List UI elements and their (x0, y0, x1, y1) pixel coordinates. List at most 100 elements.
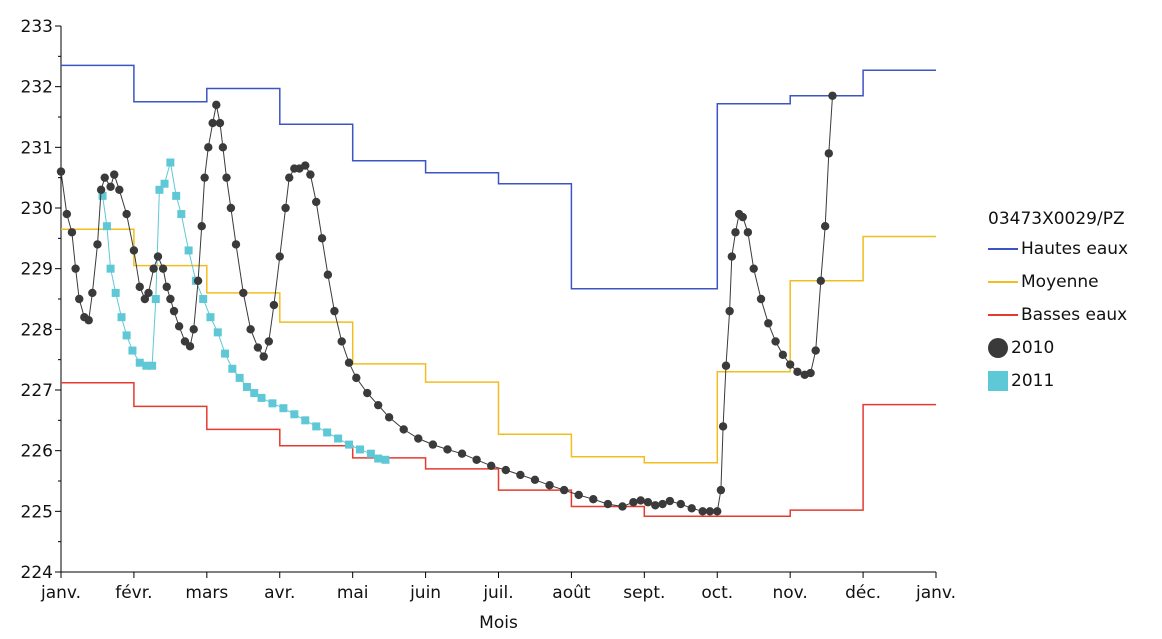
point-2010 (443, 445, 452, 454)
point-2010 (698, 507, 707, 516)
x-tick-label: sept. (623, 583, 665, 603)
point-2011 (301, 416, 310, 425)
point-2010 (169, 306, 179, 316)
point-2010 (312, 197, 321, 207)
point-2010 (643, 498, 653, 507)
point-2010 (115, 185, 124, 194)
point-2011 (366, 449, 375, 458)
x-tick-label: mai (337, 583, 369, 603)
y-tick-label: 224 (21, 563, 53, 583)
point-2010 (84, 316, 93, 325)
legend-label-basses-eaux: Basses eaux (1021, 304, 1128, 325)
point-2010 (149, 264, 158, 273)
point-2010 (373, 400, 383, 410)
point-2010 (185, 342, 195, 351)
x-tick-label: mars (185, 583, 228, 603)
point-2010 (603, 499, 613, 509)
x-tick-label: août (552, 583, 591, 603)
point-2011 (160, 179, 169, 188)
legend-item-hautes-eaux: Hautes eaux (988, 232, 1128, 265)
point-2010 (106, 182, 115, 191)
point-2011 (172, 191, 181, 200)
point-2010 (158, 264, 168, 273)
point-2010 (208, 118, 217, 128)
point-2010 (197, 222, 206, 231)
point-2010 (269, 300, 279, 310)
point-2011 (151, 295, 160, 303)
point-2011 (279, 404, 288, 413)
point-2010 (658, 499, 667, 509)
point-2011 (323, 428, 332, 437)
legend-label-2010: 2010 (1011, 337, 1055, 358)
point-2011 (228, 364, 237, 373)
point-2010 (414, 434, 423, 443)
point-2011 (106, 264, 115, 273)
point-2010 (743, 228, 753, 237)
point-2011 (98, 191, 107, 200)
point-2010 (472, 455, 481, 464)
legend-swatch-2010 (988, 337, 1008, 358)
point-2010 (530, 475, 540, 484)
y-tick-label: 228 (21, 320, 53, 340)
point-2010 (676, 499, 685, 509)
point-2010 (285, 173, 294, 182)
point-2010 (778, 350, 788, 360)
legend-item-basses-eaux: Basses eaux (988, 298, 1128, 331)
legend-label-2011: 2011 (1011, 370, 1055, 391)
point-2010 (264, 337, 274, 346)
legend-swatch-moyenne (988, 280, 1018, 283)
legend-item-2011: 2011 (988, 364, 1128, 397)
point-2010 (559, 485, 569, 495)
point-2010 (135, 282, 144, 292)
point-2010 (820, 222, 830, 231)
point-2010 (226, 203, 236, 213)
point-2010 (301, 161, 310, 170)
x-axis-label: Mois (479, 613, 518, 633)
point-2010 (713, 507, 722, 516)
point-2010 (75, 294, 84, 304)
point-2010 (275, 252, 284, 261)
point-2010 (771, 337, 780, 346)
point-2010 (306, 170, 315, 179)
point-2011 (221, 349, 230, 358)
point-2010 (93, 240, 102, 249)
point-2010 (62, 209, 72, 219)
point-2010 (344, 358, 354, 367)
point-2010 (193, 276, 203, 285)
point-2010 (222, 173, 231, 182)
point-2010 (140, 294, 150, 304)
y-tick-label: 225 (21, 502, 53, 522)
point-2010 (330, 306, 339, 316)
legend-swatch-hautes-eaux (988, 247, 1018, 250)
point-2010 (636, 496, 645, 505)
point-2011 (122, 331, 131, 340)
x-tick-label: oct. (701, 583, 733, 603)
point-2010 (687, 504, 696, 513)
point-2011 (250, 389, 259, 398)
point-2010 (501, 465, 510, 475)
point-2011 (102, 222, 111, 231)
point-2010 (67, 228, 77, 237)
point-2010 (749, 264, 758, 273)
point-2011 (155, 185, 164, 194)
point-2011 (199, 295, 208, 303)
point-2010 (231, 240, 241, 249)
point-2011 (242, 382, 251, 391)
point-2010 (337, 337, 346, 346)
point-2011 (166, 158, 175, 167)
point-2011 (184, 246, 193, 255)
point-2010 (793, 367, 802, 376)
point-2011 (268, 399, 277, 408)
point-2010 (811, 346, 820, 355)
y-tick-label: 231 (21, 138, 53, 158)
point-2010 (239, 288, 248, 298)
point-2010 (785, 360, 795, 369)
point-2011 (334, 434, 343, 443)
point-2010 (629, 498, 638, 507)
series-line-hautes-eaux (61, 64, 936, 290)
point-2010 (253, 343, 263, 352)
point-2010 (323, 270, 333, 279)
point-2010 (731, 228, 740, 237)
point-2010 (189, 325, 198, 334)
